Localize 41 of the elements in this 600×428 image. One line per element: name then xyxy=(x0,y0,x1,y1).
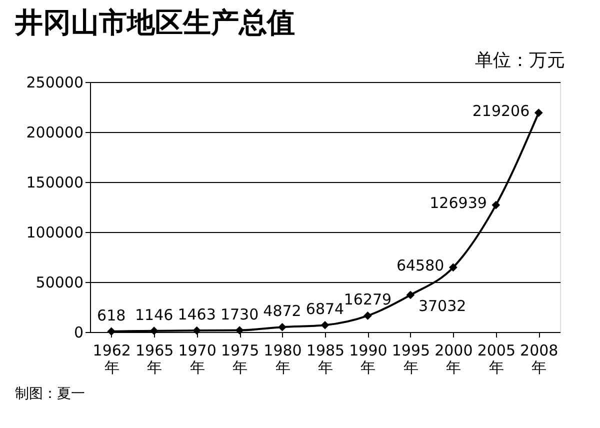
data-label: 4872 xyxy=(263,302,302,320)
point xyxy=(320,320,330,330)
data-label: 37032 xyxy=(418,296,466,315)
data-label: 1730 xyxy=(220,305,259,324)
chart-subtitle: 单位：万元 xyxy=(475,50,565,71)
point xyxy=(492,200,500,210)
x-tick-label: 1995年 xyxy=(392,342,430,376)
y-tick-label: 200000 xyxy=(26,124,84,142)
point xyxy=(235,326,244,334)
y-tick-label: 150000 xyxy=(26,174,84,192)
point xyxy=(278,322,286,332)
y-tick-label: 0 xyxy=(74,324,84,342)
data-label: 6874 xyxy=(306,300,344,318)
chart-title: 井冈山市地区生产总值 xyxy=(14,6,295,39)
data-label: 1146 xyxy=(134,306,174,324)
x-tick-label: 1985年 xyxy=(306,342,345,376)
y-tick-label: 100000 xyxy=(26,224,84,242)
point xyxy=(449,263,458,272)
x-tick-label: 1970年 xyxy=(178,342,216,376)
x-tick-label: 1980年 xyxy=(264,342,302,376)
data-label: 618 xyxy=(97,306,126,324)
data-label: 64580 xyxy=(396,256,444,274)
data-label: 126939 xyxy=(430,194,487,212)
data-label: 1463 xyxy=(178,306,216,324)
x-tick-label: 2008年 xyxy=(520,342,558,376)
y-tick-label: 50000 xyxy=(36,274,84,292)
x-tick-label: 2000年 xyxy=(434,342,473,376)
x-tick-label: 1965年 xyxy=(135,342,174,376)
point xyxy=(406,290,415,300)
point xyxy=(534,108,543,117)
text: 制图：夏一 xyxy=(15,386,85,402)
x-tick-label: 1962年 xyxy=(92,342,131,376)
data-label: 16279 xyxy=(344,290,392,309)
point xyxy=(192,326,201,335)
point xyxy=(150,326,158,336)
x-tick-label: 2005年 xyxy=(477,342,516,376)
x-tick-label: 1975年 xyxy=(220,342,260,376)
data-label: 219206 xyxy=(472,102,530,120)
x-tick-label: 1990年 xyxy=(349,342,388,376)
y-tick-label: 250000 xyxy=(26,74,84,92)
point xyxy=(364,312,372,320)
